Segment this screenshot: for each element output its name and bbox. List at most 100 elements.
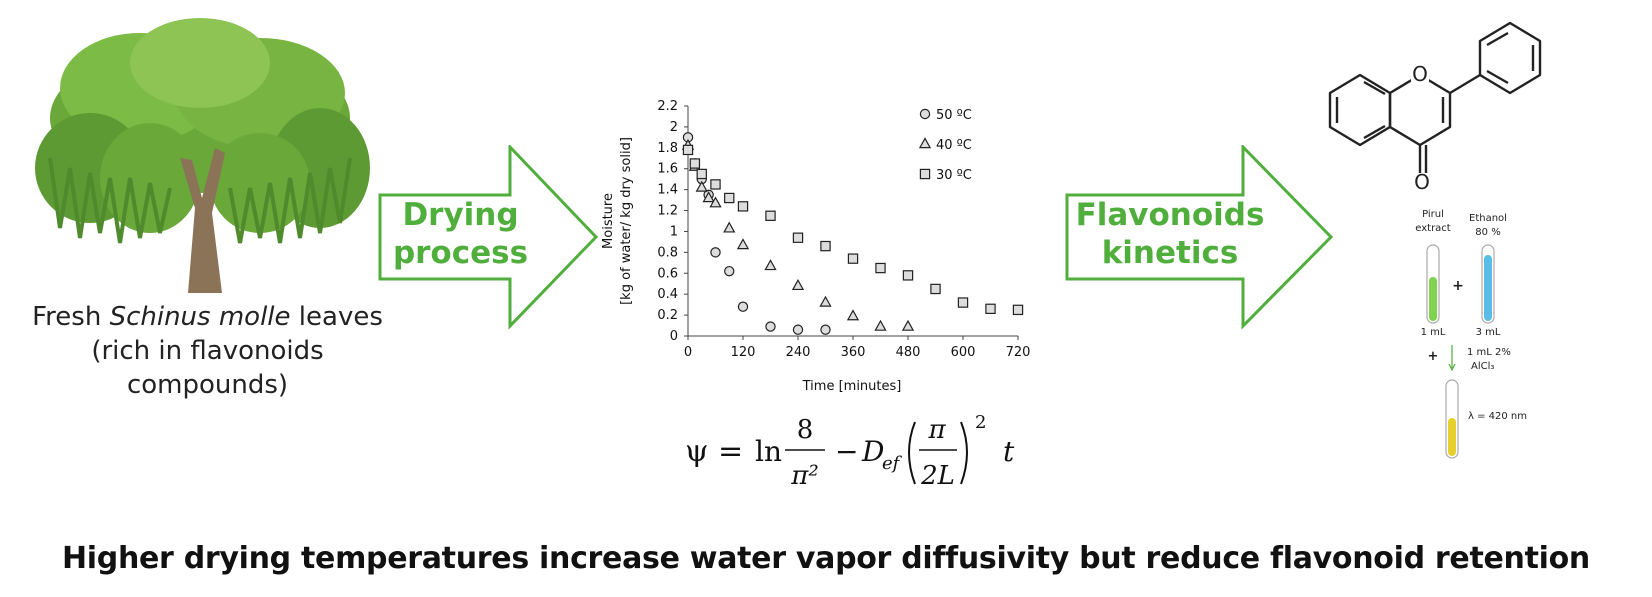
data-point-square [1012,304,1024,316]
x-tick-label: 0 [684,345,692,360]
data-point-square [985,303,996,315]
x-tick-label: 480 [896,345,921,360]
flavonoids-kinetics-label: Flavonoids kinetics [1065,196,1275,272]
moisture-chart: Moisture [kg of water/ kg dry solid] 0 0.2… [601,99,1030,394]
legend-label: 50 ºC [936,108,972,123]
plus-sign-2: + [1428,349,1439,364]
benzene-ring-a [1328,73,1392,147]
x-tick-label: 360 [841,345,866,360]
diffusion-equation: ψ = ln 8 π² − D ef π 2L 2 t [685,412,1015,491]
data-point-square [696,168,707,180]
data-point-square [710,179,721,190]
chart-ticks: 0 0.2 0.4 0.6 0.8 1 1.2 1.4 1.6 1.8 2 2.2 0 120 240 360… [657,99,1030,360]
data-point-triangle [702,191,715,203]
carbonyl-oxygen-label: O [1414,170,1430,194]
data-point-square [682,144,694,156]
caption-suffix: leaves (rich in flavonoids compounds) [91,302,383,400]
data-point-triangle [723,221,736,233]
phenyl-ring-b [1478,21,1542,95]
data-point-triangle [736,238,750,250]
chart-legend: 50 ºC 40 ºC 30 ºC [918,108,972,183]
data-point-circle [820,324,831,335]
x-tick-label: 600 [951,345,976,360]
y-tick-label: 2.2 [657,99,678,114]
tube2-volume: 3 mL [1476,327,1501,338]
reagent-line2: AlCl₃ [1471,361,1494,372]
drying-label-line1: Drying [402,197,519,233]
y-tick-label: 0 [670,329,678,344]
eq-den2: 2L [920,461,955,491]
arrow-outline [1065,145,1334,330]
ethanol-tube [1481,244,1495,324]
eq-d: D [861,435,884,468]
y-tick-label: 1.2 [657,204,678,219]
legend-marker-square [919,168,931,180]
data-point-circle [724,265,735,277]
tube2-label-line1: Ethanol [1469,213,1507,224]
data-point-square [689,158,701,169]
data-point-square [765,210,776,221]
data-point-square [930,283,941,295]
ring-oxygen-label: O [1412,62,1428,86]
data-point-triangle [819,295,832,307]
tube1-label-line2: extract [1415,223,1451,234]
reagent-line1: 1 mL 2% [1467,347,1511,358]
eq-t: t [1003,435,1015,468]
y-axis-label-line2: [kg of water/ kg dry solid] [619,137,634,305]
tube2-label-line2: 80 % [1475,227,1500,238]
data-point-triangle [709,196,722,208]
y-tick-label: 1.4 [657,183,678,198]
data-point-triangle [846,309,860,321]
legend-label: 30 ºC [936,168,972,183]
data-point-square [957,297,969,308]
x-tick-label: 240 [786,345,811,360]
data-point-triangle [874,319,887,331]
willow-tree-illustration [35,18,370,293]
extract-tube [1426,244,1440,324]
tree-trunk [180,148,225,293]
x-axis-label: Time [minutes] [802,379,902,394]
y-tick-label: 0.4 [657,287,678,302]
data-point-triangle [695,180,708,192]
species-name: Schinus molle [109,302,291,332]
flavonoids-label-line1: Flavonoids [1075,197,1265,233]
y-tick-label: 0.6 [657,266,678,281]
eq-den1: π² [790,461,819,491]
headline: Higher drying temperatures increase wate… [61,541,1590,576]
drying-process-label: Drying process [378,196,543,272]
flavone-structure: O O [1328,21,1542,194]
eq-lhs: ψ = [685,434,743,469]
data-point-square [820,240,831,252]
eq-num1: 8 [797,415,814,445]
assay-schematic: Pirul extract Ethanol 80 % + 1 mL 3 mL +… [1415,209,1527,459]
plus-sign: + [1452,278,1464,294]
x-tick-label: 720 [1006,345,1031,360]
chart-points [681,132,1024,335]
y-tick-label: 2 [670,120,678,135]
wavelength-label: λ = 420 nm [1468,411,1527,422]
legend-label: 40 ºC [936,138,972,153]
data-point-circle [792,324,804,335]
data-point-triangle [901,319,915,331]
tree-foliage [35,18,370,244]
data-point-square [737,201,749,212]
data-point-square [875,262,886,274]
y-tick-label: 1.8 [657,141,678,156]
tube1-label-line1: Pirul [1422,209,1444,220]
drying-process-arrow [378,145,599,330]
y-tick-label: 1.6 [657,162,678,177]
y-tick-label: 0.2 [657,308,678,323]
data-point-square [902,270,914,281]
arrow-outline [378,145,599,330]
y-tick-label: 0.8 [657,245,678,260]
data-point-circle [737,301,749,312]
eq-num2: π [927,415,946,445]
legend-marker-triangle [918,137,932,149]
x-tick-label: 120 [731,345,756,360]
data-point-square [847,253,859,264]
result-tube [1445,379,1459,459]
y-tick-label: 1 [670,224,678,239]
eq-d-sub: ef [882,453,903,474]
data-point-triangle [764,259,777,271]
flavonoids-kinetics-arrow [1065,145,1334,330]
